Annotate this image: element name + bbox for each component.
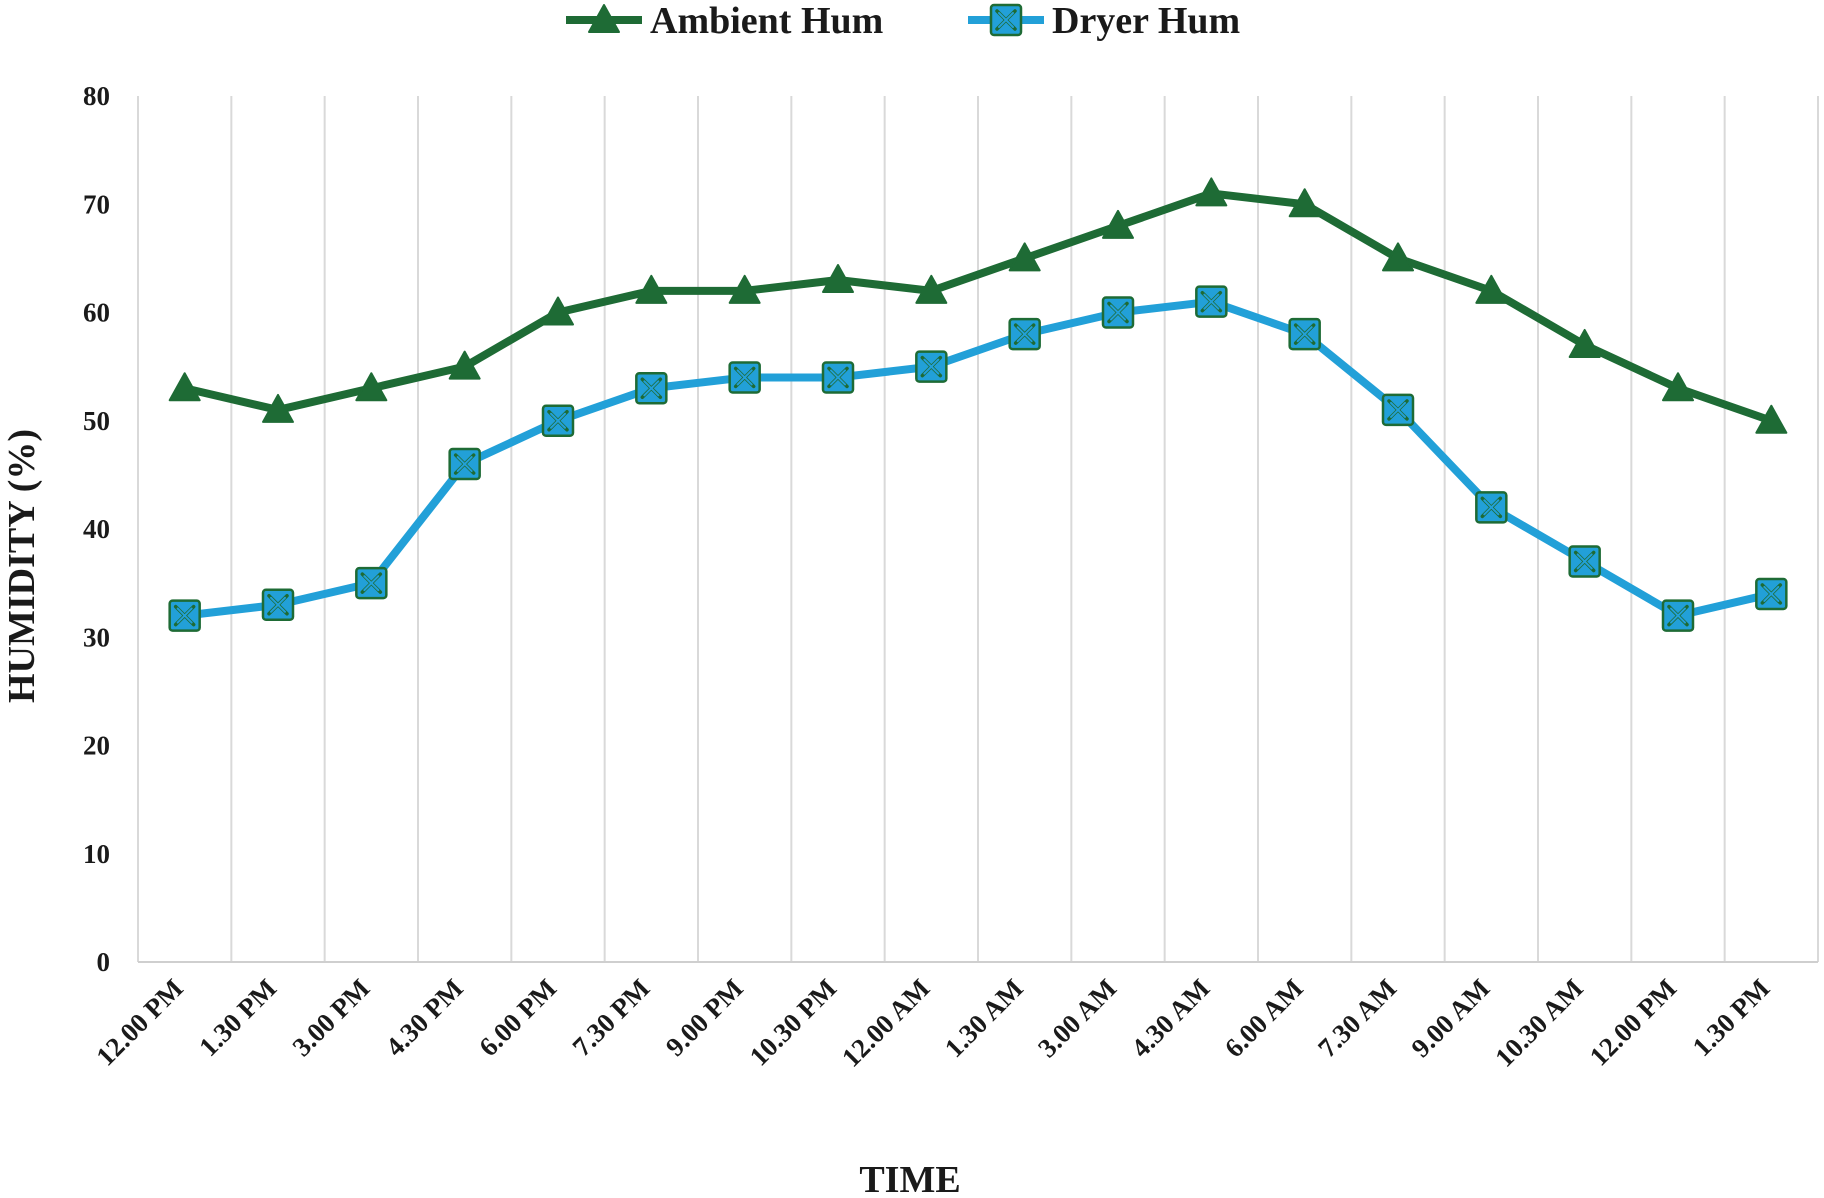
x-tick-label: 1.30 PM <box>1686 973 1775 1062</box>
dryer-hum-point <box>728 361 761 394</box>
dryer-hum-point <box>1195 285 1228 318</box>
ambient-hum-point <box>1382 242 1414 272</box>
ambient-hum-point <box>1195 177 1228 207</box>
marker-cross-inner <box>1296 326 1313 343</box>
y-tick-label: 30 <box>83 622 110 652</box>
dryer-hum-point <box>355 566 388 600</box>
x-tick-label: 4.30 AM <box>1125 973 1215 1063</box>
y-tick-label: 10 <box>83 839 110 869</box>
dryer-hum-point <box>261 588 295 622</box>
marker-cross-inner <box>456 456 473 473</box>
dryer-hum-series <box>168 285 1788 632</box>
dryer-hum-point <box>1661 599 1695 632</box>
dryer-hum-point <box>635 372 668 405</box>
x-tick-label: 9.00 AM <box>1405 973 1495 1063</box>
y-axis-ticks: 0 10 20 30 40 50 60 70 80 <box>83 81 110 977</box>
dryer-hum-point <box>915 350 948 383</box>
marker-cross-inner <box>1203 293 1220 310</box>
x-tick-label: 10.30 PM <box>744 973 843 1072</box>
marker-cross-inner <box>998 12 1014 28</box>
ambient-hum-point <box>822 264 854 294</box>
y-tick-label: 80 <box>83 81 110 111</box>
x-tick-label: 12.00 PM <box>1584 973 1683 1072</box>
x-tick-label: 12.00 PM <box>90 973 189 1072</box>
x-axis-title: TIME <box>859 1159 960 1198</box>
x-tick-label: 3.00 PM <box>286 973 375 1062</box>
marker-cross-inner <box>1576 553 1593 570</box>
marker-cross-inner <box>1763 585 1780 602</box>
ambient-hum-series <box>168 177 1788 434</box>
x-tick-label: 9.00 PM <box>660 973 749 1062</box>
ambient-hum-point <box>1755 404 1788 434</box>
dryer-hum-point <box>1008 317 1041 351</box>
x-tick-label: 3.00 AM <box>1032 973 1122 1063</box>
dryer-hum-point <box>1288 317 1321 351</box>
dryer-hum-point <box>821 361 855 394</box>
ambient-hum-point <box>1102 209 1134 239</box>
dryer-hum-point <box>1568 545 1601 578</box>
dryer-hum-point <box>541 404 575 437</box>
x-tick-label: 10.30 AM <box>1489 973 1589 1073</box>
ambient-hum-point <box>1662 372 1694 402</box>
x-tick-label: 7.30 AM <box>1312 973 1402 1063</box>
x-tick-label: 7.30 PM <box>566 973 655 1062</box>
marker-cross-inner <box>1483 499 1500 516</box>
marker-cross-inner <box>363 575 380 592</box>
ambient-hum-point <box>1008 242 1041 272</box>
x-tick-label: 4.30 PM <box>380 973 469 1062</box>
ambient-hum-point <box>355 372 388 402</box>
y-axis-title: HUMIDITY (%) <box>1 429 43 703</box>
dryer-hum-point <box>1755 577 1788 611</box>
ambient-hum-point <box>448 350 481 380</box>
marker-cross-inner <box>643 380 660 397</box>
y-tick-label: 0 <box>97 947 111 977</box>
x-tick-label: 6.00 AM <box>1219 973 1309 1063</box>
legend-label: Dryer Hum <box>1052 0 1240 42</box>
series-layer <box>168 177 1788 632</box>
ambient-hum-line <box>183 189 1773 425</box>
legend-swatch-marker <box>989 3 1023 37</box>
y-tick-label: 40 <box>83 514 110 544</box>
marker-cross-inner <box>270 596 286 613</box>
x-axis-ticks: 12.00 PM 1.30 PM 3.00 PM 4.30 PM 6.00 PM 7.30… <box>90 973 1775 1073</box>
ambient-hum-point <box>1475 274 1508 304</box>
dryer-hum-point <box>168 599 201 632</box>
legend-swatch-marker <box>588 4 620 33</box>
ambient-hum-point <box>915 274 948 304</box>
ambient-hum-point <box>542 296 574 326</box>
dryer-hum-point <box>1475 491 1508 524</box>
marker-cross-inner <box>176 607 193 624</box>
x-tick-label: 6.00 PM <box>473 973 562 1062</box>
grid <box>137 96 1819 963</box>
legend-item-dryer-hum: Dryer Hum <box>968 0 1240 42</box>
marker-cross-inner <box>1390 401 1406 418</box>
y-tick-label: 50 <box>83 406 110 436</box>
ambient-hum-point <box>262 393 294 423</box>
ambient-hum-point <box>1288 188 1321 218</box>
marker-cross-inner <box>1110 304 1126 321</box>
dryer-hum-point <box>448 447 481 481</box>
x-tick-label: 1.30 PM <box>193 973 282 1062</box>
ambient-hum-point <box>168 372 201 402</box>
ambient-hum-point <box>1568 328 1601 358</box>
x-tick-label: 1.30 AM <box>939 973 1029 1063</box>
marker-cross-inner <box>923 358 940 375</box>
dryer-hum-point <box>1101 296 1135 329</box>
legend-item-ambient-hum: Ambient Hum <box>566 0 883 42</box>
marker-cross-inner <box>736 369 753 386</box>
y-tick-label: 20 <box>83 731 110 761</box>
y-tick-label: 70 <box>83 189 110 219</box>
marker-cross-inner <box>1670 607 1686 624</box>
legend: Ambient Hum Dryer Hum <box>566 0 1240 42</box>
marker-cross-inner <box>830 369 846 386</box>
ambient-hum-point <box>728 274 761 304</box>
ambient-hum-point <box>635 274 668 304</box>
marker-cross-inner <box>550 412 566 429</box>
x-tick-label: 12.00 AM <box>836 973 936 1073</box>
y-tick-label: 60 <box>83 298 110 328</box>
marker-cross-inner <box>1016 326 1033 343</box>
legend-label: Ambient Hum <box>650 0 883 42</box>
dryer-hum-point <box>1381 393 1415 427</box>
